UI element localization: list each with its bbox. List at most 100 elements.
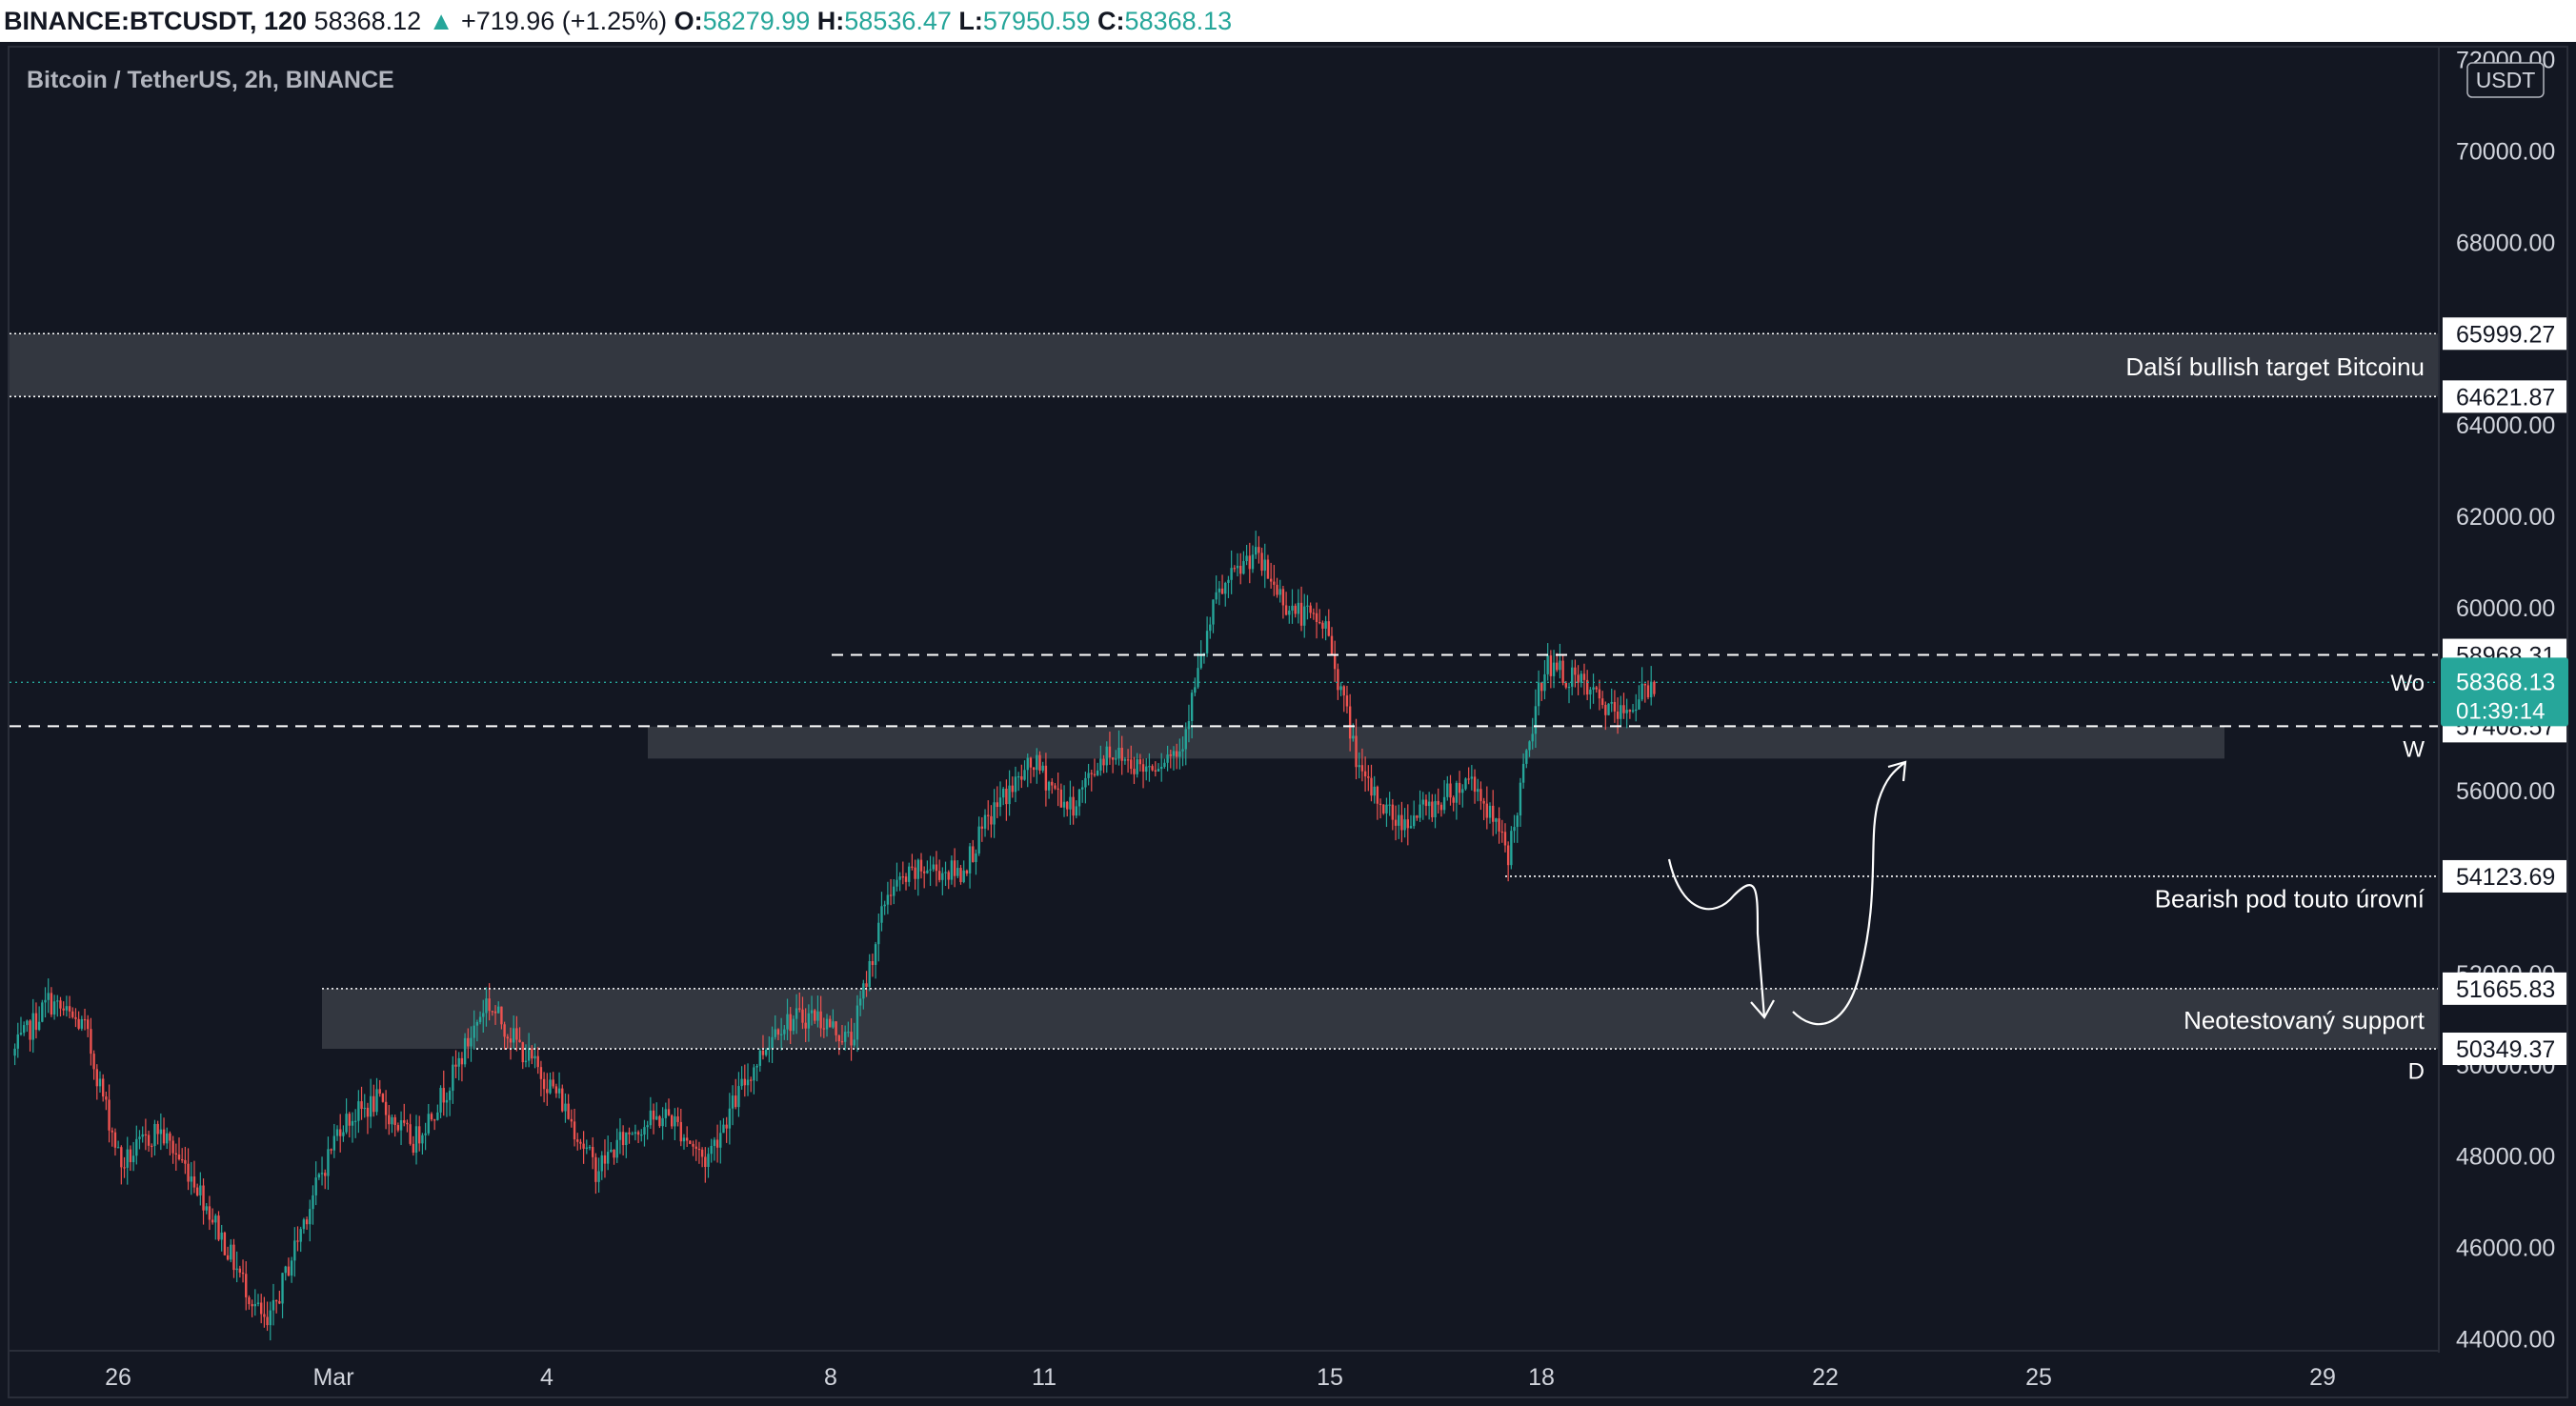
candle-body <box>1525 750 1528 764</box>
candle-body <box>524 1060 528 1063</box>
candle-body <box>16 1034 19 1049</box>
candle-body <box>1373 786 1376 796</box>
candle-body <box>1199 653 1202 669</box>
candle-body <box>1294 605 1297 614</box>
candle-body <box>689 1140 692 1144</box>
candle-body <box>1115 758 1117 760</box>
candle-body <box>22 1025 26 1034</box>
level-price-label: 50349.37 <box>2456 1036 2555 1063</box>
candle-body <box>937 871 941 880</box>
candle-body <box>1437 800 1439 805</box>
support-zone[interactable] <box>322 988 2439 1050</box>
low-value: 57950.59 <box>982 7 1091 35</box>
candle-body <box>755 1065 758 1068</box>
candle-body <box>546 1089 549 1094</box>
candle-body <box>327 1149 330 1176</box>
candle-body <box>113 1132 117 1148</box>
x-tick-label: 22 <box>1812 1364 1839 1391</box>
candle-body <box>962 870 965 882</box>
candle-body <box>284 1266 287 1274</box>
candle-body <box>1537 682 1540 707</box>
candle-body <box>269 1310 272 1326</box>
candle-body <box>743 1078 747 1086</box>
candle-body <box>1260 552 1263 572</box>
candle-body <box>372 1095 375 1113</box>
candle-body <box>1409 826 1413 829</box>
candle-body <box>1044 765 1048 791</box>
candle-body <box>1120 747 1123 761</box>
candle-body <box>1589 689 1592 695</box>
scenario-down-arrow <box>1667 858 1766 1018</box>
annotation-label[interactable]: Neotestovaný support <box>2184 1006 2425 1034</box>
candle-body <box>1321 622 1324 629</box>
candle-body <box>1604 705 1607 715</box>
candle-body <box>1370 777 1373 796</box>
candle-body <box>1269 578 1273 582</box>
candle-body <box>725 1124 728 1129</box>
candle-body <box>570 1118 574 1122</box>
candle-body <box>1273 581 1276 585</box>
candle-body <box>263 1314 266 1317</box>
bullish-target-zone[interactable] <box>10 333 2439 397</box>
candle-body <box>746 1079 750 1086</box>
candle-body <box>1467 778 1470 780</box>
x-tick-label: 26 <box>105 1364 131 1391</box>
annotation-label[interactable]: Bearish pod touto úrovní <box>2155 885 2425 914</box>
candle-body <box>108 1099 111 1131</box>
candle-body <box>855 1005 859 1040</box>
candle-body <box>932 864 935 870</box>
candle-body <box>835 1021 837 1035</box>
candle-body <box>1069 796 1072 810</box>
candle-body <box>44 999 47 1003</box>
level-price-tag <box>2443 1033 2566 1066</box>
candle-body <box>816 1011 819 1021</box>
candle-body <box>1284 605 1288 615</box>
candle-body <box>1650 681 1653 698</box>
candle-body <box>789 1014 792 1032</box>
candle-body <box>83 1018 87 1021</box>
candle-body <box>452 1064 454 1092</box>
candle-body <box>378 1089 381 1095</box>
candle-body <box>1315 613 1318 622</box>
candle-body <box>1248 555 1251 570</box>
candle-body <box>1242 561 1245 574</box>
annotation-label[interactable]: Další bullish target Bitcoinu <box>2125 352 2425 381</box>
candle-body <box>697 1148 701 1151</box>
candle-body <box>470 1037 473 1047</box>
candle-body <box>241 1272 245 1275</box>
triangle-up-icon: ▲ <box>428 7 454 35</box>
candle-body <box>975 853 977 862</box>
candle-body <box>658 1115 661 1127</box>
candle-body <box>1416 815 1419 818</box>
high-label: H: <box>816 7 845 35</box>
candle-body <box>1126 759 1130 761</box>
price-change: +719.96 (+1.25%) <box>460 7 668 35</box>
currency-badge[interactable] <box>2466 62 2545 98</box>
candle-body <box>1266 559 1270 579</box>
candle-body <box>1333 655 1337 670</box>
resistance-zone[interactable] <box>648 726 2224 759</box>
candle-body <box>430 1114 433 1120</box>
candle-body <box>1038 754 1041 771</box>
candle-body <box>126 1149 129 1168</box>
candle-body <box>768 1048 771 1051</box>
candle-body <box>403 1120 406 1123</box>
level-tag: D <box>2408 1059 2425 1085</box>
candle-body <box>877 922 880 945</box>
candle-body <box>230 1244 232 1260</box>
candle-body <box>1516 815 1519 828</box>
candle-body <box>1473 776 1477 793</box>
price-axis[interactable]: 72000.0070000.0068000.0064000.0062000.00… <box>2438 46 2568 1354</box>
time-axis[interactable]: 26 Mar 4 8 11 15 18 22 25 29 <box>10 1350 2439 1391</box>
candle-body <box>1564 682 1568 688</box>
candle-body <box>1263 559 1266 572</box>
symbol-label[interactable]: BINANCE:BTCUSDT, 120 <box>4 7 308 35</box>
candle-body <box>439 1088 442 1113</box>
candle-body <box>557 1088 561 1094</box>
candle-body <box>1306 605 1309 607</box>
candle-body <box>177 1155 181 1160</box>
candle-body <box>296 1240 299 1242</box>
candle-body <box>293 1240 296 1261</box>
candle-body <box>1178 751 1181 757</box>
